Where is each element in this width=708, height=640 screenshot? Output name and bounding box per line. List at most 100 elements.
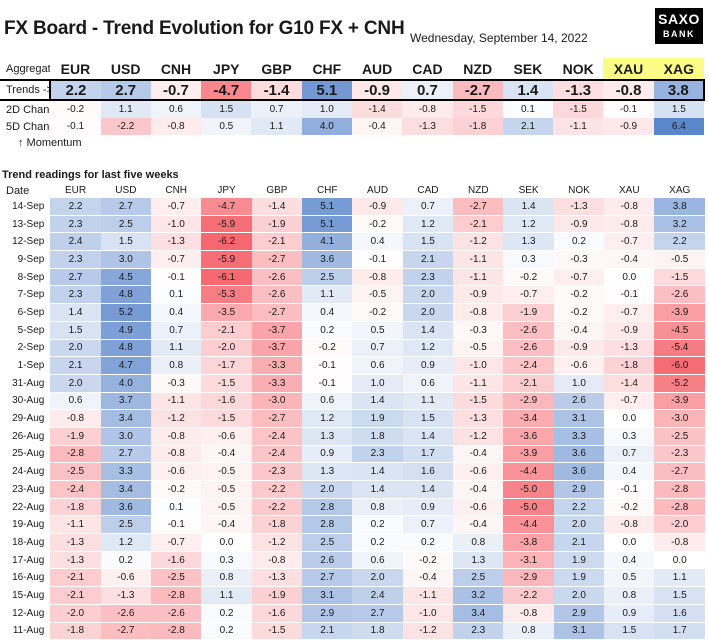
table-row: 7-Sep 2.3 4.8 0.1 -5.3 -2.6 1.1 -0.5 2.0 -0.9 -0.7… [0, 285, 705, 305]
table-row: 16-Aug -2.1 -0.6 -2.5 0.8 -1.3 2.7 2.0 -0.4 2.5 -2… [0, 568, 705, 588]
5d-change-jpy: 0.5 [201, 118, 252, 135]
reading-usd: 2.5 [100, 515, 152, 535]
reading-aud: 0.2 [352, 533, 403, 552]
reading-nok: 1.9 [553, 568, 605, 588]
5d-change-aud: -0.4 [351, 118, 403, 135]
reading-chf: 3.1 [302, 586, 353, 605]
reading-nzd: -1.0 [453, 356, 504, 375]
reading-eur: -2.1 [50, 586, 101, 605]
reading-chf: 0.2 [302, 321, 353, 340]
trends-row: Trends -> 2.2 2.7 -0.7 -4.7 -1.4 5.1 -0.9 0.7 -2.… [0, 79, 706, 101]
readings-subtitle: Trend readings for last five weeks [2, 169, 179, 181]
reading-nzd: 2.3 [453, 622, 504, 640]
trend-readings-table: Date EUR USD CNH JPY GBP CHF AUD CAD NZD SEK NOK XAU… [0, 183, 705, 640]
reading-jpy: 0.8 [201, 568, 252, 588]
table-row: 14-Sep 2.2 2.7 -0.7 -4.7 -1.4 5.1 -0.9 0.7 -2.7 1.… [0, 198, 705, 216]
readings-header-cad: CAD [417, 185, 439, 196]
reading-cad: 2.1 [402, 250, 454, 269]
reading-aud: -0.2 [352, 303, 403, 322]
reading-jpy: -0.4 [201, 515, 252, 535]
table-row: 31-Aug 2.0 4.0 -0.3 -1.5 -3.3 -0.1 1.0 0.6 -1.1 -2… [0, 374, 705, 393]
reading-chf: 1.3 [302, 427, 353, 446]
reading-xag: -3.9 [654, 392, 705, 411]
reading-chf: 2.6 [302, 551, 353, 570]
reading-gbp: -3.3 [251, 374, 303, 393]
reading-cnh: -1.2 [151, 409, 202, 428]
currency-header-nzd: NZD [463, 60, 493, 77]
readings-header-xag: XAG [669, 185, 691, 196]
reading-nok: -0.9 [553, 339, 605, 358]
reading-cad: 1.6 [402, 462, 454, 481]
reading-eur: 2.0 [50, 374, 101, 393]
reading-sek: -2.6 [503, 321, 554, 340]
reading-aud: -0.1 [352, 250, 403, 269]
reading-chf: -0.1 [302, 374, 353, 393]
reading-nok: -0.3 [553, 250, 605, 269]
trend-value-jpy: -4.7 [201, 79, 252, 101]
reading-chf: 0.4 [302, 303, 353, 322]
reading-gbp: -2.7 [251, 250, 303, 269]
reading-sek: -2.1 [503, 374, 554, 393]
reading-cad: 2.3 [402, 268, 454, 287]
reading-sek: -3.1 [503, 551, 554, 570]
reading-aud: 0.2 [352, 515, 403, 535]
reading-nok: -0.6 [553, 356, 605, 375]
reading-nok: 3.6 [553, 445, 605, 464]
reading-cnh: -1.0 [151, 215, 202, 234]
reading-aud: 1.4 [352, 480, 403, 499]
reading-usd: 2.7 [100, 198, 152, 216]
aggregate-label: Aggregate [6, 62, 50, 75]
readings-header-cnh: CNH [165, 185, 188, 196]
reading-jpy: -5.9 [201, 250, 252, 269]
readings-header-jpy: JPY [217, 185, 236, 196]
row-date: 12-Aug [0, 604, 51, 623]
table-row: 30-Aug 0.6 3.7 -1.1 -1.6 -3.0 0.6 1.4 1.1 -1.5 -2.… [0, 392, 705, 411]
reading-nzd: -1.1 [453, 250, 504, 269]
row-date: 22-Aug [0, 498, 51, 517]
5d-change-nok: -1.1 [553, 118, 604, 135]
table-row: 17-Aug -1.3 0.2 -1.6 0.3 -0.8 2.6 0.6 -0.2 1.3 -3.… [0, 551, 705, 570]
currency-header-sek: SEK [513, 60, 543, 77]
reading-xag: 1.1 [654, 568, 705, 588]
5d-change-sek: 2.1 [502, 118, 554, 135]
reading-chf: 1.1 [302, 285, 353, 305]
reading-cnh: -2.8 [151, 586, 202, 605]
reading-cnh: -1.3 [151, 232, 202, 252]
reading-xag: -2.3 [654, 445, 705, 464]
currency-header-cnh: CNH [160, 60, 192, 77]
currency-header-xau: XAU [603, 58, 654, 80]
reading-nok: 2.9 [553, 604, 605, 623]
row-date: 15-Aug [0, 586, 51, 605]
momentum-label: ↑ Momentum [18, 137, 82, 149]
2d-change-xag: 1.5 [653, 100, 704, 118]
reading-nzd: -1.1 [453, 374, 504, 393]
reading-nok: -0.2 [553, 303, 605, 322]
reading-xag: -6.0 [654, 356, 705, 375]
reading-gbp: -0.8 [251, 551, 303, 570]
reading-xau: 0.0 [604, 533, 655, 552]
reading-usd: 2.7 [100, 445, 152, 464]
reading-usd: 3.3 [100, 462, 152, 481]
page-title: FX Board - Trend Evolution for G10 FX + … [4, 18, 405, 39]
reading-aud: 1.9 [352, 409, 403, 428]
2d-change-nok: -1.5 [553, 100, 604, 118]
reading-gbp: -1.3 [251, 568, 303, 588]
reading-usd: 5.2 [100, 303, 152, 322]
reading-aud: 0.6 [352, 356, 403, 375]
reading-jpy: -1.7 [201, 356, 252, 375]
reading-nok: 3.3 [553, 427, 605, 446]
reading-nok: 2.0 [553, 515, 605, 535]
2d-change-gbp: 0.7 [251, 100, 302, 118]
reading-aud: 2.3 [352, 445, 403, 464]
trend-value-gbp: -1.4 [251, 79, 302, 101]
trend-value-xau: -0.8 [603, 79, 654, 101]
reading-aud: 1.4 [352, 462, 403, 481]
reading-sek: 0.8 [503, 622, 554, 640]
readings-header-gbp: GBP [266, 185, 288, 196]
table-row: 1-Sep 2.1 4.7 0.8 -1.7 -3.3 -0.1 0.6 0.9 -1.0 -2.4… [0, 356, 705, 375]
reading-xag: 3.2 [654, 215, 705, 234]
reading-xag: -2.0 [654, 515, 705, 535]
reading-sek: -0.2 [503, 268, 554, 287]
row-date: 16-Aug [0, 568, 51, 588]
reading-nzd: -0.9 [453, 285, 504, 305]
